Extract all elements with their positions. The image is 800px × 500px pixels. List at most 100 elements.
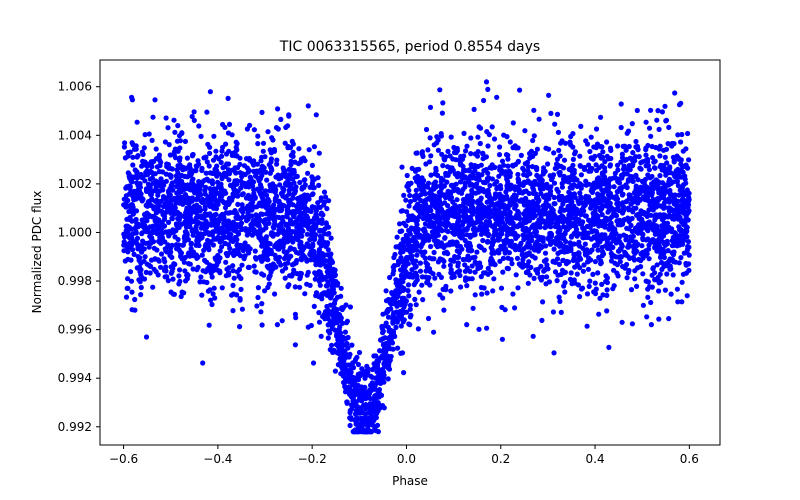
data-point: [470, 175, 476, 181]
data-point: [350, 388, 356, 394]
data-point: [424, 264, 430, 270]
data-point: [588, 168, 594, 174]
data-point: [323, 258, 329, 264]
data-point: [347, 422, 353, 429]
data-point: [329, 259, 336, 265]
data-point: [516, 222, 522, 228]
data-point: [337, 356, 343, 362]
data-point: [548, 224, 554, 230]
data-point: [258, 191, 264, 197]
data-point: [213, 198, 219, 204]
data-point: [348, 416, 354, 422]
data-point: [449, 183, 455, 189]
data-point: [318, 235, 324, 241]
data-point: [397, 221, 403, 227]
data-point: [230, 226, 236, 232]
data-point: [584, 141, 591, 147]
data-point: [380, 330, 386, 336]
data-point: [244, 165, 250, 171]
data-point: [319, 251, 325, 257]
data-point: [185, 182, 191, 188]
data-point: [181, 235, 187, 241]
data-point: [418, 192, 424, 198]
data-point: [464, 226, 470, 232]
data-point: [537, 210, 543, 216]
data-point: [441, 307, 447, 313]
data-point: [476, 215, 482, 222]
data-point: [629, 121, 635, 127]
data-point: [195, 193, 201, 199]
data-point: [623, 237, 629, 243]
data-point: [292, 229, 298, 235]
data-point: [678, 100, 684, 106]
data-point: [259, 241, 265, 247]
data-point: [352, 358, 358, 364]
data-point: [259, 211, 266, 217]
data-point: [318, 197, 324, 203]
data-point: [535, 204, 541, 210]
data-point: [212, 295, 218, 301]
data-point: [458, 284, 464, 290]
data-point: [175, 170, 181, 176]
data-point: [445, 203, 451, 209]
data-point: [210, 221, 216, 227]
data-point: [510, 291, 516, 297]
data-point: [172, 155, 179, 161]
data-point: [448, 257, 454, 263]
data-point: [681, 222, 687, 228]
data-point: [520, 264, 526, 270]
data-point: [485, 86, 491, 92]
data-point: [281, 255, 288, 262]
data-point: [492, 181, 498, 187]
data-point: [544, 274, 550, 280]
data-point: [416, 289, 422, 295]
data-point: [686, 252, 692, 258]
data-point: [409, 267, 415, 273]
data-point: [385, 376, 391, 382]
data-point: [506, 250, 512, 256]
data-point: [247, 246, 253, 252]
data-point: [618, 124, 624, 131]
data-point: [309, 180, 315, 186]
data-point: [658, 236, 664, 242]
data-point: [198, 231, 204, 237]
data-point: [318, 254, 324, 261]
data-point: [392, 317, 398, 324]
data-point: [488, 245, 494, 251]
data-point: [605, 197, 611, 203]
data-point: [431, 249, 437, 256]
data-point: [175, 123, 181, 129]
data-point: [139, 163, 145, 169]
data-point: [239, 262, 245, 268]
data-point: [625, 178, 631, 184]
data-point: [613, 196, 619, 202]
data-point: [638, 251, 644, 257]
data-point: [493, 227, 499, 233]
data-point: [362, 394, 368, 400]
data-point: [339, 351, 345, 357]
data-point: [574, 233, 580, 239]
data-point: [654, 246, 660, 252]
data-point: [347, 410, 353, 416]
data-point: [316, 204, 322, 210]
data-point: [659, 167, 665, 173]
data-point: [661, 263, 667, 269]
data-point: [239, 181, 245, 187]
data-point: [313, 293, 319, 299]
data-point: [584, 250, 590, 257]
data-point: [456, 254, 462, 260]
data-point: [283, 174, 290, 180]
data-point: [506, 168, 512, 174]
data-point: [294, 257, 300, 264]
data-point: [656, 288, 662, 294]
data-point: [521, 172, 527, 178]
data-point: [405, 282, 412, 288]
data-point: [489, 124, 495, 130]
data-point: [529, 224, 535, 230]
data-point: [543, 243, 549, 249]
data-point: [529, 253, 536, 259]
data-point: [505, 255, 511, 261]
data-point: [209, 274, 215, 280]
data-point: [125, 249, 131, 255]
data-point: [505, 163, 511, 169]
